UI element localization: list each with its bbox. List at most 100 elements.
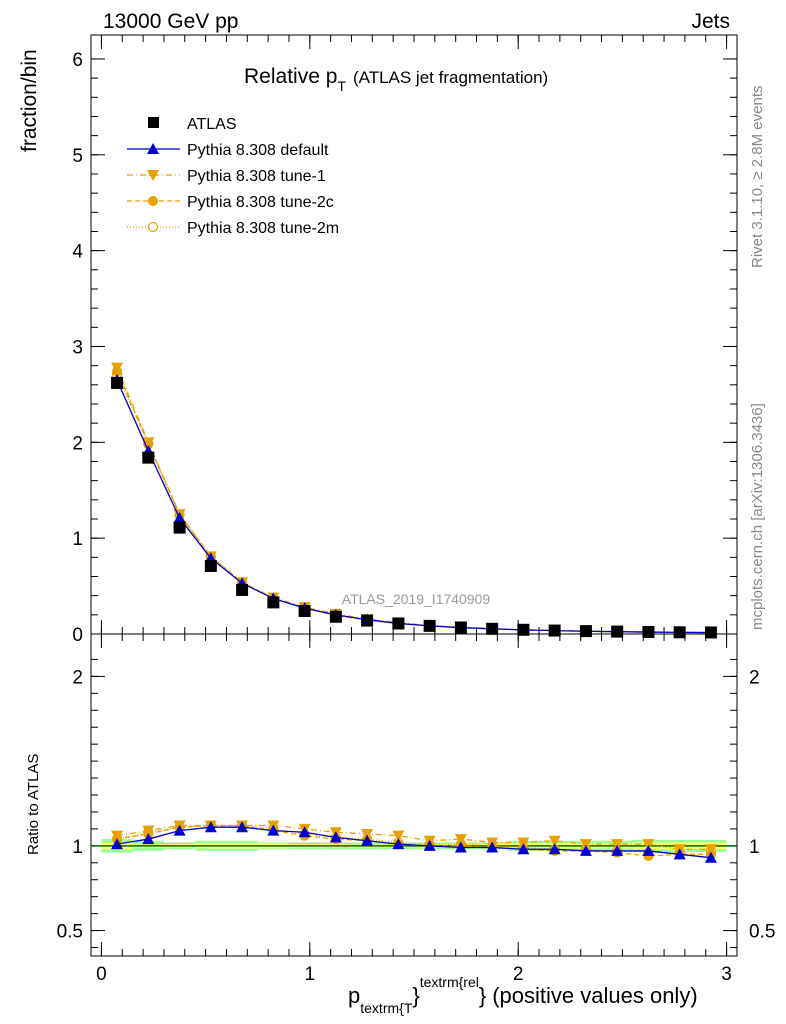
ratio-axes: 0.5 0.5 1 1 2 2 0 1 2 3	[57, 634, 775, 985]
ratio-y-tick-label-right: 1	[749, 837, 760, 858]
legend: ATLAS Pythia 8.308 default Pythia 8.308 …	[127, 116, 339, 237]
x-axis-title: ptextrm{T}textrm{rel} (positive values on…	[348, 974, 698, 1016]
x-axis-title-sup: textrm{rel	[420, 974, 479, 990]
series-line	[116, 826, 712, 859]
y-tick-label: 1	[72, 529, 83, 550]
legend-item-default: Pythia 8.308 default	[127, 142, 329, 159]
data-marker-square	[517, 623, 530, 636]
data-marker-square	[329, 610, 342, 623]
data-marker-triangle-up	[486, 841, 499, 853]
legend-label: Pythia 8.308 default	[187, 142, 329, 159]
series-line	[116, 824, 711, 850]
header-energy: 13000 GeV pp	[103, 10, 238, 33]
legend-item-tune-1: Pythia 8.308 tune-1	[127, 168, 326, 185]
data-marker-triangle-up	[267, 824, 280, 836]
legend-label: Pythia 8.308 tune-2c	[187, 194, 334, 211]
data-marker-triangle-down	[111, 830, 124, 842]
series-triangle-up	[111, 821, 717, 863]
legend-marker-triangle-down	[147, 170, 159, 181]
data-marker-triangle-up	[548, 843, 561, 855]
legend-marker-square	[148, 117, 159, 128]
ratio-y-tick-label-right: 0.5	[749, 922, 775, 943]
y-tick-label: 3	[72, 337, 83, 358]
data-marker-triangle-up	[704, 851, 717, 863]
legend-item-tune-2c: Pythia 8.308 tune-2c	[127, 194, 334, 211]
data-marker-triangle-down	[142, 825, 155, 837]
data-marker-triangle-up	[642, 844, 655, 856]
data-marker-triangle-up	[298, 826, 311, 838]
data-marker-square	[579, 625, 592, 638]
data-marker-square	[142, 451, 155, 464]
y-tick-label: 6	[72, 50, 83, 71]
legend-label: Pythia 8.308 tune-2m	[187, 220, 339, 237]
data-marker-triangle-up	[454, 841, 467, 853]
data-marker-triangle-up	[361, 834, 374, 846]
y-tick-label: 5	[72, 146, 83, 167]
rivet-label: Rivet 3.1.10, ≥ 2.8M events	[749, 86, 766, 269]
x-axis-title-rest: (positive values only)	[492, 983, 697, 1008]
legend-label: ATLAS	[187, 116, 237, 133]
data-marker-square	[361, 614, 374, 627]
chart-title-rest: (ATLAS jet fragmentation)	[353, 68, 548, 87]
data-marker-square	[111, 376, 124, 389]
data-marker-triangle-up	[236, 821, 249, 833]
ratio-y-tick-label-right: 2	[749, 667, 760, 688]
data-marker-triangle-up	[673, 848, 686, 860]
data-marker-square	[423, 619, 436, 632]
x-tick-label: 1	[305, 964, 316, 985]
y-axis-title-main: fraction/bin	[18, 49, 41, 152]
x-tick-label: 0	[96, 964, 107, 985]
data-marker-square	[642, 625, 655, 638]
data-marker-triangle-down	[361, 828, 374, 840]
data-marker-triangle-up	[329, 831, 342, 843]
x-tick-label: 3	[721, 964, 732, 985]
legend-marker-open-circle	[147, 221, 159, 233]
x-axis-title-p: p	[348, 983, 360, 1008]
ratio-panel-frame	[90, 633, 738, 957]
legend-item-tune-2m: Pythia 8.308 tune-2m	[127, 220, 339, 237]
data-marker-square	[236, 583, 249, 596]
y-tick-label: 0	[72, 625, 83, 646]
data-marker-triangle-down	[704, 844, 717, 856]
data-marker-triangle-up	[142, 833, 155, 845]
data-marker-triangle-up	[579, 844, 592, 856]
x-tick-label: 2	[513, 964, 524, 985]
x-axis-title-sub: textrm{T	[360, 1000, 413, 1016]
data-marker-triangle-up	[392, 838, 405, 850]
data-marker-triangle-up	[173, 512, 186, 524]
data-marker-triangle-down	[392, 830, 405, 842]
data-marker-triangle-down	[548, 835, 561, 847]
x-axis-title-brace2: }	[479, 983, 486, 1008]
data-marker-triangle-down	[517, 837, 530, 849]
data-marker-square	[173, 521, 186, 534]
x-axis-title-brace1: }	[412, 983, 419, 1008]
data-marker-triangle-up	[611, 844, 624, 856]
data-marker-triangle-up	[423, 839, 436, 851]
data-marker-square	[548, 624, 561, 637]
data-marker-square	[392, 617, 405, 630]
data-marker-square	[704, 626, 717, 639]
ratio-y-tick-label-left: 0.5	[57, 922, 83, 943]
legend-marker-circle	[148, 196, 158, 206]
data-marker-triangle-up	[204, 821, 217, 833]
main-axes: 0 1 2 3 4 5 6	[72, 35, 737, 646]
ratio-y-tick-label-left: 1	[72, 837, 83, 858]
series-square	[111, 376, 717, 639]
data-marker-triangle-up	[173, 824, 186, 836]
data-marker-square	[267, 596, 280, 609]
main-series-layer	[111, 362, 717, 639]
chart-title-sub: T	[337, 78, 346, 94]
analysis-watermark: ATLAS_2019_I1740909	[342, 591, 491, 607]
data-marker-square	[611, 625, 624, 638]
data-marker-square	[454, 621, 467, 634]
data-marker-triangle-down	[111, 362, 124, 374]
data-marker-square	[486, 622, 499, 635]
y-axis-title-ratio: Ratio to ATLAS	[25, 754, 42, 855]
chart-title: Relative pT (ATLAS jet fragmentation)	[244, 65, 548, 94]
data-marker-square	[673, 626, 686, 639]
data-marker-square	[298, 604, 311, 617]
data-marker-triangle-down	[454, 834, 467, 846]
data-marker-triangle-down	[579, 839, 592, 851]
y-tick-label: 4	[72, 242, 83, 263]
